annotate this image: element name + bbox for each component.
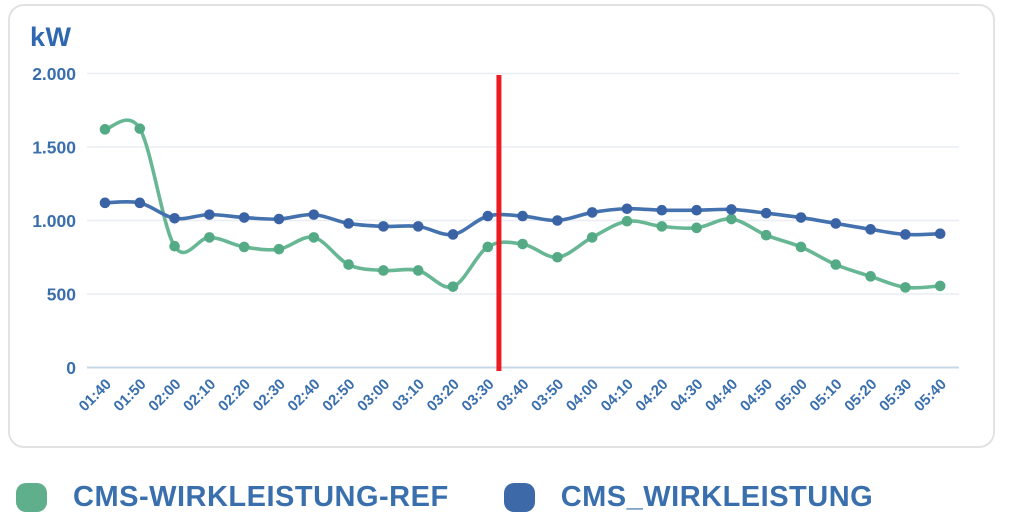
x-tick-label: 05:40 [911,376,950,415]
chart-legend: CMS-WIRKLEISTUNG-REF CMS_WIRKLEISTUNG [16,481,873,514]
data-point[interactable] [760,229,772,241]
data-point[interactable] [204,209,215,220]
x-tick-label: 05:30 [876,376,915,415]
data-point[interactable] [621,215,633,227]
x-tick-label: 02:30 [250,376,289,415]
data-point[interactable] [586,232,598,243]
data-point[interactable] [830,218,842,229]
data-point[interactable] [99,124,111,135]
x-tick-label: 04:50 [737,376,776,415]
data-point[interactable] [273,213,285,225]
data-point[interactable] [308,209,320,220]
legend-item-cms-wirkleistung-ref[interactable]: CMS-WIRKLEISTUNG-REF [16,481,449,514]
data-point[interactable] [482,210,494,222]
x-tick-label: 02:00 [145,376,184,415]
data-point[interactable] [552,215,563,226]
data-point[interactable] [204,232,215,243]
data-point[interactable] [238,212,250,223]
x-tick-label: 04:30 [667,376,706,415]
data-point[interactable] [378,265,389,276]
data-point[interactable] [656,221,668,232]
y-tick-label: 2.000 [32,64,76,84]
x-tick-label: 01:40 [76,376,115,415]
x-tick-label: 03:50 [528,376,567,415]
series-line-ref [103,118,942,290]
data-point[interactable] [552,251,563,263]
x-tick-label: 03:30 [458,376,497,415]
data-point[interactable] [795,212,807,223]
data-point[interactable] [169,212,180,224]
data-point[interactable] [795,241,807,253]
x-tick-label: 04:20 [632,376,671,415]
data-point[interactable] [343,259,354,270]
data-point[interactable] [447,229,459,240]
legend-label: CMS-WIRKLEISTUNG-REF [73,481,449,513]
data-point[interactable] [378,221,389,232]
x-tick-label: 02:40 [284,376,323,415]
data-point[interactable] [934,228,946,240]
legend-swatch-blue [503,483,535,512]
data-point[interactable] [900,282,911,293]
legend-label: CMS_WIRKLEISTUNG [560,481,874,513]
data-point[interactable] [169,240,180,252]
x-tick-label: 04:10 [598,376,637,415]
data-point[interactable] [760,207,772,219]
legend-swatch-green [16,483,47,512]
x-tick-label: 02:50 [319,376,358,415]
chart-card [8,4,995,448]
x-tick-label: 02:10 [180,376,219,415]
data-point[interactable] [865,271,876,282]
x-tick-label: 05:20 [841,376,880,415]
x-tick-label: 03:40 [493,376,532,415]
x-tick-label: 03:00 [354,376,393,415]
x-tick-label: 02:20 [215,376,254,415]
data-point[interactable] [691,222,702,234]
y-axis-title: kW [30,22,72,52]
data-point[interactable] [99,197,111,209]
x-tick-label: 04:40 [702,376,741,415]
data-point[interactable] [586,207,598,218]
legend-item-cms-wirkleistung[interactable]: CMS_WIRKLEISTUNG [503,481,874,514]
x-tick-label: 05:10 [806,376,845,415]
data-point[interactable] [482,241,494,253]
data-point[interactable] [865,224,876,235]
y-tick-label: 1.000 [32,211,76,231]
x-tick-label: 04:00 [563,376,602,415]
data-point[interactable] [830,259,842,270]
x-tick-label: 05:00 [772,376,811,415]
data-point[interactable] [726,204,737,215]
data-point[interactable] [308,232,320,243]
data-point[interactable] [412,221,424,232]
data-point[interactable] [656,204,668,216]
data-point[interactable] [900,229,911,240]
data-point[interactable] [412,265,424,276]
data-point[interactable] [934,280,946,292]
data-point[interactable] [447,281,459,292]
y-tick-label: 500 [47,285,76,305]
x-tick-label: 03:20 [424,376,463,415]
data-point[interactable] [134,123,146,134]
data-point[interactable] [134,197,146,209]
data-point[interactable] [343,218,354,229]
data-point[interactable] [621,203,633,215]
data-point[interactable] [517,238,528,250]
data-point[interactable] [273,243,285,255]
x-tick-label: 01:50 [110,376,149,415]
data-point[interactable] [691,204,702,216]
y-tick-label: 1.500 [32,138,76,158]
data-point[interactable] [238,241,250,253]
x-tick-label: 03:10 [389,376,428,415]
data-point[interactable] [726,213,737,225]
y-tick-label: 0 [66,358,76,378]
data-point[interactable] [517,210,528,222]
